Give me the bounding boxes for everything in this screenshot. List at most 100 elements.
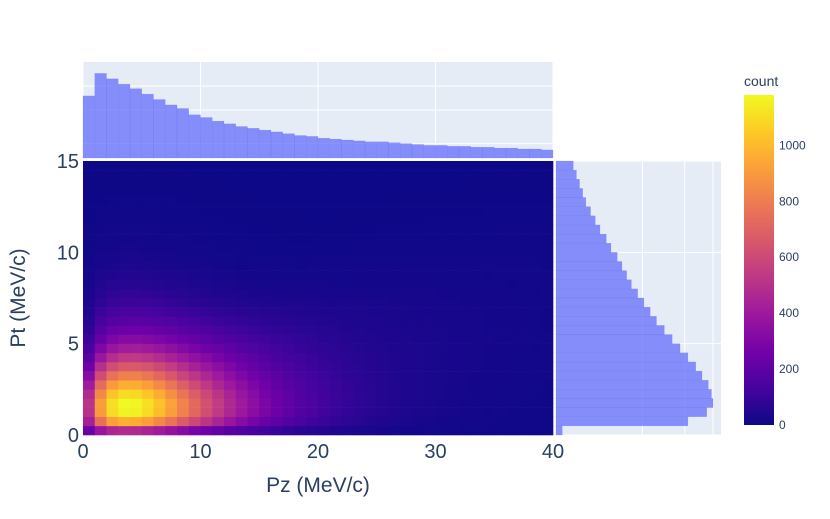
heatmap-cell <box>224 188 237 198</box>
heatmap-cell <box>141 416 154 427</box>
heatmap-cell <box>412 206 425 217</box>
heatmap-cell <box>353 270 366 281</box>
heatmap-cell <box>423 279 436 290</box>
marginal-x-bar <box>435 145 448 159</box>
heatmap-cell <box>306 325 319 335</box>
heatmap-cell <box>83 161 96 171</box>
heatmap-cell <box>224 279 237 290</box>
marginal-y-bar <box>555 352 689 363</box>
heatmap-cell <box>353 380 366 390</box>
heatmap-cell <box>329 188 342 198</box>
heatmap-cell <box>517 371 530 381</box>
heatmap-cell <box>329 398 342 408</box>
heatmap-cell <box>388 316 401 326</box>
heatmap-cell <box>482 343 495 354</box>
heatmap-cell <box>118 243 131 253</box>
heatmap-cell <box>353 343 366 354</box>
heatmap-cell <box>200 361 213 372</box>
heatmap-cell <box>435 188 448 198</box>
heatmap-cell <box>482 352 495 363</box>
heatmap-cell <box>141 352 154 363</box>
heatmap-cell <box>341 243 354 253</box>
heatmap-cell <box>506 234 519 244</box>
marginal-x-bar <box>494 147 507 159</box>
heatmap-cell <box>423 270 436 281</box>
heatmap-cell <box>494 361 507 372</box>
heatmap-cell <box>341 206 354 217</box>
heatmap-cell <box>153 325 166 335</box>
heatmap-cell <box>271 407 284 418</box>
heatmap-cell <box>529 361 542 372</box>
x-axis-title: Pz (MeV/c) <box>266 474 370 497</box>
heatmap-cell <box>83 279 96 290</box>
heatmap-cell <box>247 243 260 253</box>
heatmap-cell <box>494 288 507 299</box>
heatmap-cell <box>517 407 530 418</box>
heatmap-cell <box>470 188 483 198</box>
heatmap-cell <box>412 343 425 354</box>
heatmap-cell <box>106 179 119 189</box>
heatmap-cell <box>130 234 143 244</box>
heatmap-cell <box>412 170 425 180</box>
heatmap-cell <box>282 197 295 207</box>
heatmap-cell <box>388 398 401 408</box>
heatmap-cell <box>529 343 542 354</box>
heatmap-cell <box>177 215 190 226</box>
heatmap-cell <box>212 416 225 427</box>
heatmap-cell <box>212 179 225 189</box>
heatmap-cell <box>341 215 354 226</box>
colorbar-gradient <box>744 95 774 425</box>
heatmap-cell <box>83 206 96 217</box>
heatmap-cell <box>235 316 248 326</box>
heatmap-cell <box>353 234 366 244</box>
heatmap-cell <box>459 352 472 363</box>
marginal-x-bar <box>400 143 413 159</box>
heatmap-cell <box>247 197 260 207</box>
marginal-x-histogram <box>82 62 554 159</box>
heatmap-cell <box>529 234 542 244</box>
heatmap-cell <box>353 197 366 207</box>
heatmap-cell <box>470 343 483 354</box>
heatmap-cell <box>435 416 448 427</box>
heatmap-cell <box>388 188 401 198</box>
heatmap-cell <box>271 352 284 363</box>
heatmap-cell <box>118 298 131 308</box>
heatmap-cell <box>412 252 425 262</box>
heatmap-cell <box>494 279 507 290</box>
heatmap-cell <box>282 298 295 308</box>
heatmap-cell <box>212 425 225 436</box>
heatmap-cell <box>353 188 366 198</box>
heatmap-cell <box>188 325 201 335</box>
heatmap-cell <box>294 407 307 418</box>
heatmap-cell <box>188 279 201 290</box>
heatmap-cell <box>318 416 331 427</box>
heatmap-cell <box>388 343 401 354</box>
heatmap-cell <box>494 371 507 381</box>
heatmap-cell <box>506 261 519 271</box>
colorbar-tick-label: 800 <box>779 194 799 208</box>
heatmap-cell <box>259 243 272 253</box>
heatmap-cell <box>247 179 260 189</box>
heatmap-cell <box>200 279 213 290</box>
heatmap-cell <box>153 371 166 381</box>
heatmap-cell <box>200 243 213 253</box>
heatmap-cell <box>130 380 143 390</box>
heatmap-cell <box>224 206 237 217</box>
heatmap-cell <box>118 307 131 317</box>
heatmap-cell <box>188 298 201 308</box>
colorbar-tick-label: 0 <box>779 418 786 432</box>
heatmap-cell <box>400 325 413 335</box>
heatmap-cell <box>200 261 213 271</box>
heatmap-cell <box>118 389 131 399</box>
heatmap-cell <box>118 270 131 281</box>
heatmap-cell <box>141 298 154 308</box>
heatmap-cell <box>259 179 272 189</box>
heatmap-cell <box>482 206 495 217</box>
marginal-y-bar <box>555 233 607 244</box>
heatmap-cell <box>318 334 331 344</box>
heatmap-cell <box>306 380 319 390</box>
heatmap-cell <box>470 224 483 235</box>
heatmap-cell <box>294 243 307 253</box>
heatmap-cell <box>506 252 519 262</box>
heatmap-cell <box>318 270 331 281</box>
